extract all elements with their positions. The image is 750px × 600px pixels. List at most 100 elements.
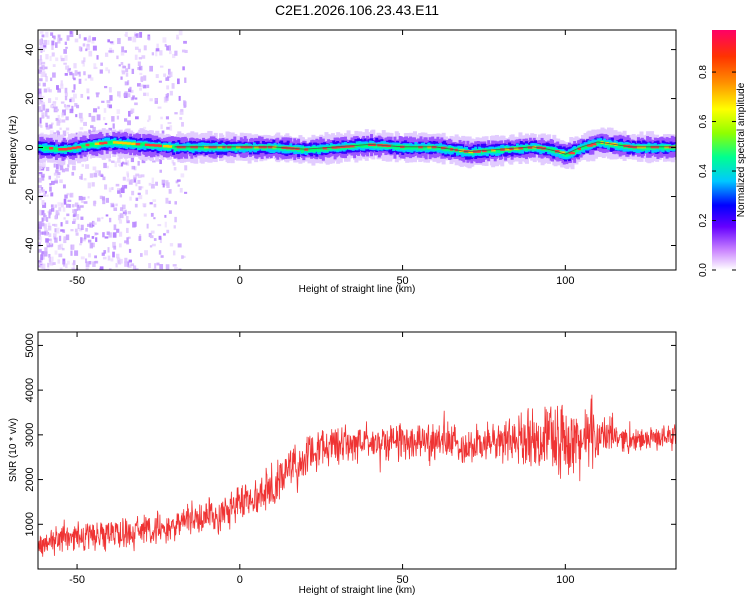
- spectrogram-cell: [52, 72, 56, 78]
- spectrogram-cell: [142, 84, 147, 89]
- spectrogram-cell: [117, 188, 121, 194]
- spectrogram-cell: [138, 48, 141, 53]
- spectrogram-cell: [72, 218, 77, 222]
- spectrogram-cell: [41, 61, 46, 65]
- spectrogram-cell: [128, 110, 131, 117]
- spectrogram-cell: [151, 243, 156, 247]
- spectrogram-cell: [86, 234, 90, 238]
- spectrogram-cell: [57, 37, 61, 44]
- spectrogram-cell: [61, 168, 66, 173]
- spectrogram-cell: [103, 141, 108, 145]
- spectrogram-cell: [132, 265, 137, 270]
- spectrogram-cell: [38, 106, 41, 110]
- spectrogram-cell: [69, 71, 73, 76]
- spectrogram-cell: [103, 108, 107, 113]
- spectrogram-cell: [117, 141, 124, 145]
- spectrogram-cell: [150, 212, 154, 217]
- spectrogram-cell: [183, 101, 187, 108]
- spectrogram-cell: [153, 238, 157, 241]
- spectrogram-cell: [169, 90, 173, 96]
- spectrogram-cell: [69, 98, 72, 103]
- spectrogram-cell: [127, 93, 131, 98]
- spectrogram-cell: [44, 228, 48, 233]
- spectrogram-cell: [140, 143, 146, 146]
- spectrogram-cell: [50, 192, 54, 197]
- spectrogram-cell: [130, 89, 134, 93]
- spectrogram-cell: [104, 236, 109, 239]
- spectrogram-cell: [174, 201, 177, 205]
- spectrogram-cell: [172, 264, 177, 267]
- spectrogram-cell: [115, 203, 118, 207]
- spectrogram-cell: [108, 232, 112, 238]
- spectrogram-cell: [165, 77, 170, 81]
- spectrogram-cell: [43, 45, 47, 48]
- spectrogram-cell: [168, 45, 171, 51]
- spectrogram-cell: [106, 104, 110, 108]
- spectrogram-cell: [55, 210, 59, 215]
- spectrogram-cell: [57, 114, 60, 119]
- spectrogram-cell: [152, 160, 156, 163]
- spectrogram-cell: [39, 39, 43, 46]
- spectrogram-cell: [134, 203, 138, 208]
- spectrogram-cell: [38, 229, 41, 233]
- spectrogram-cell: [167, 122, 172, 125]
- spectrogram-cell: [63, 198, 67, 205]
- spectrogram-cell: [117, 91, 121, 97]
- spectrogram-cell: [112, 232, 117, 238]
- spectrogram-cell: [116, 115, 120, 120]
- spectrogram-cell: [78, 34, 81, 39]
- spectrogram-cell: [161, 130, 165, 135]
- x-tick-label: -50: [69, 275, 85, 287]
- spectrogram-cell: [42, 82, 46, 87]
- spectrogram-cell: [93, 200, 97, 207]
- spectrogram-cell: [124, 34, 127, 37]
- spectrogram-cell: [173, 225, 176, 229]
- spectrogram-cell: [102, 198, 106, 205]
- spectrogram-cell: [108, 141, 113, 144]
- spectrogram-cell: [121, 185, 125, 188]
- spectrogram-cell: [65, 263, 68, 269]
- spectrogram-cell: [83, 178, 87, 181]
- spectrogram-cell: [80, 224, 84, 231]
- spectrogram-cell: [73, 63, 77, 69]
- spectrogram-cell: [44, 66, 48, 70]
- colorbar-tick-label: 0.0: [698, 263, 709, 277]
- spectrogram-cell: [58, 253, 63, 258]
- spectrogram-cell: [120, 76, 123, 80]
- y-tick-label: 4000: [24, 378, 36, 402]
- spectrogram-cell: [167, 75, 171, 78]
- spectrogram-cell: [573, 149, 577, 153]
- spectrogram-cell: [45, 76, 48, 82]
- spectrogram-cell: [111, 160, 115, 163]
- spectrogram-cell: [62, 229, 66, 233]
- y-tick-label: -40: [24, 238, 36, 254]
- spectrogram-cell: [45, 108, 50, 113]
- spectrogram-cell: [142, 202, 147, 207]
- spectrogram-cell: [164, 221, 167, 228]
- spectrogram-cell: [160, 116, 163, 120]
- spectrogram-cell: [79, 127, 84, 130]
- spectrogram-cell: [72, 214, 76, 218]
- spectrogram-cell: [158, 250, 162, 255]
- spectrogram-cell: [76, 214, 80, 220]
- spectrogram-cell: [104, 122, 108, 126]
- spectrogram-cell: [162, 183, 165, 188]
- spectrogram-cell: [102, 232, 105, 238]
- spectrogram-cell: [99, 69, 103, 74]
- spectrogram-cell: [559, 151, 566, 154]
- spectrogram-cell: [127, 120, 131, 126]
- spectrogram-cell: [106, 165, 109, 169]
- spectrogram-cell: [87, 37, 91, 41]
- spectrogram-cell: [143, 75, 147, 81]
- spectrogram-cell: [158, 80, 162, 83]
- spectrogram-cell: [126, 237, 129, 243]
- spectrogram-cell: [91, 115, 96, 122]
- spectrogram-cell: [139, 72, 143, 76]
- spectrogram-cell: [51, 40, 55, 46]
- spectrogram-cell: [159, 50, 163, 56]
- spectrogram-cell: [104, 52, 109, 57]
- spectrogram-cell: [55, 97, 58, 101]
- spectrogram-cell: [46, 194, 49, 197]
- spectrogram-cell: [99, 268, 102, 270]
- spectrogram-cell: [51, 180, 55, 185]
